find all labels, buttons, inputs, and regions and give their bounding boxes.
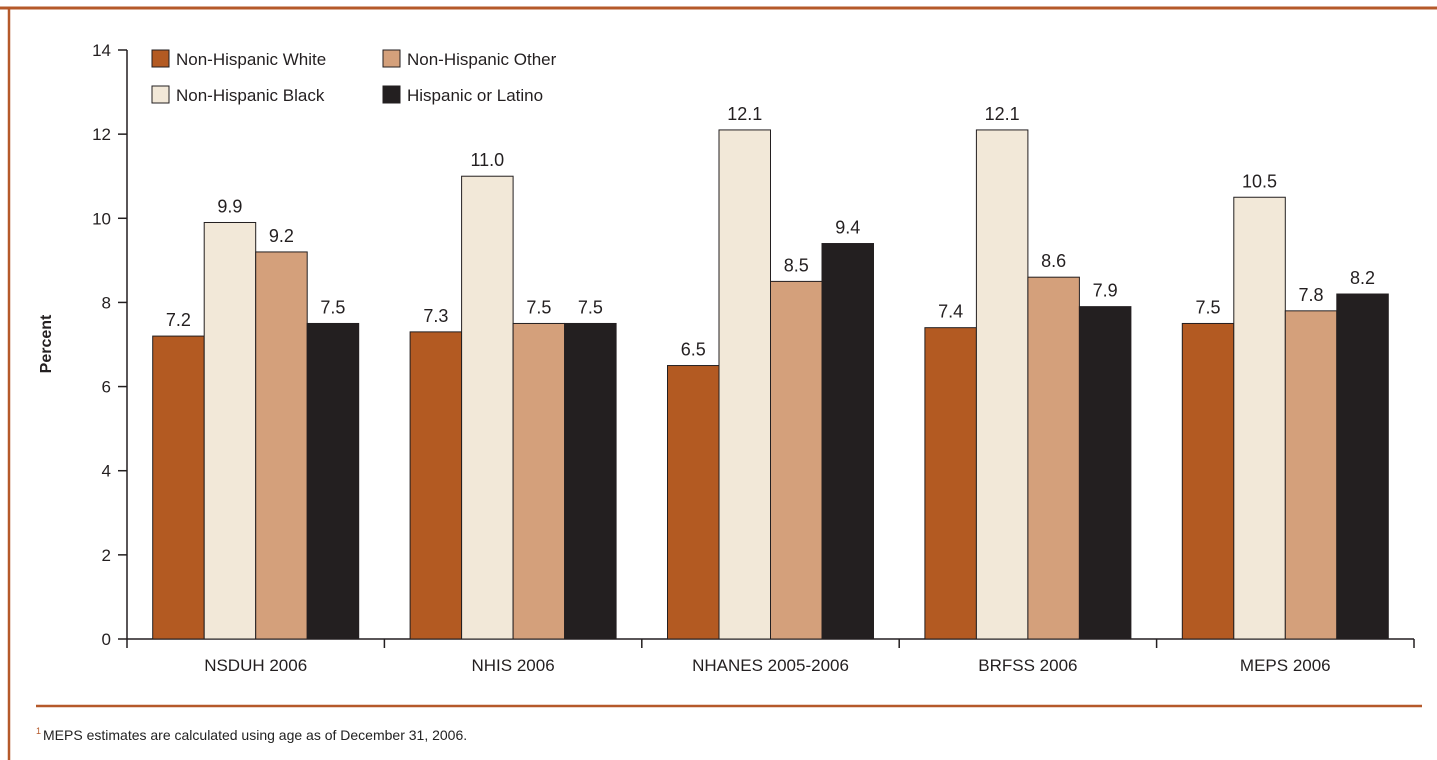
y-tick-label: 8 bbox=[102, 293, 111, 312]
bar bbox=[975, 129, 1029, 640]
bar-value-label: 7.4 bbox=[938, 302, 963, 322]
bar bbox=[306, 322, 360, 640]
bar-value-label: 7.5 bbox=[320, 297, 345, 317]
bar-value-label: 12.1 bbox=[727, 104, 762, 124]
bar-value-label: 7.9 bbox=[1093, 281, 1118, 301]
bar-value-label: 10.5 bbox=[1242, 171, 1277, 191]
bar bbox=[564, 322, 617, 640]
legend-swatch bbox=[382, 85, 401, 104]
bar bbox=[1181, 322, 1235, 640]
y-tick-label: 0 bbox=[102, 630, 111, 649]
bar bbox=[1233, 196, 1286, 640]
bar-value-label: 7.5 bbox=[526, 297, 551, 317]
legend-swatch bbox=[151, 85, 170, 104]
bar-value-label: 9.4 bbox=[835, 218, 860, 238]
bar bbox=[770, 280, 823, 640]
bar bbox=[409, 331, 463, 640]
bar-value-label: 12.1 bbox=[985, 104, 1020, 124]
legend-swatch bbox=[151, 49, 170, 68]
y-tick-label: 10 bbox=[92, 209, 111, 228]
x-category-label: MEPS 2006 bbox=[1240, 656, 1331, 675]
y-tick-label: 2 bbox=[102, 546, 111, 565]
y-tick-label: 4 bbox=[102, 462, 111, 481]
bar bbox=[667, 365, 720, 640]
bar-value-label: 9.2 bbox=[269, 226, 294, 246]
x-category-label: NSDUH 2006 bbox=[204, 656, 307, 675]
x-category-label: NHIS 2006 bbox=[472, 656, 555, 675]
bar bbox=[512, 322, 566, 640]
bar-value-label: 11.0 bbox=[470, 150, 504, 170]
bar bbox=[924, 327, 977, 640]
footnote: 1 MEPS estimates are calculated using age… bbox=[36, 726, 467, 743]
legend-label: Hispanic or Latino bbox=[407, 86, 543, 105]
bar-value-label: 8.5 bbox=[784, 255, 809, 275]
bar-value-label: 8.6 bbox=[1041, 251, 1066, 271]
legend-label: Non-Hispanic Black bbox=[176, 86, 325, 105]
bar bbox=[203, 221, 257, 640]
bar-value-label: 7.5 bbox=[1196, 297, 1221, 317]
footnote-marker: 1 bbox=[36, 726, 42, 736]
y-tick-label: 12 bbox=[92, 125, 111, 144]
x-category-label: NHANES 2005-2006 bbox=[692, 656, 849, 675]
bar bbox=[1078, 306, 1132, 640]
bar-value-label: 7.3 bbox=[423, 306, 448, 326]
bar bbox=[1336, 293, 1389, 640]
bar bbox=[718, 129, 771, 640]
x-category-label: BRFSS 2006 bbox=[978, 656, 1077, 675]
legend-swatch bbox=[382, 49, 401, 68]
legend-label: Non-Hispanic Other bbox=[407, 50, 557, 69]
bar bbox=[1284, 310, 1338, 640]
bar bbox=[255, 251, 308, 640]
bar-value-label: 7.5 bbox=[578, 297, 603, 317]
bar-value-label: 8.2 bbox=[1350, 268, 1375, 288]
bar bbox=[821, 243, 874, 640]
footnote-text: MEPS estimates are calculated using age … bbox=[43, 727, 468, 743]
bar-value-label: 9.9 bbox=[217, 196, 242, 216]
y-tick-label: 14 bbox=[92, 41, 111, 60]
bar-value-label: 7.8 bbox=[1299, 285, 1324, 305]
legend-label: Non-Hispanic White bbox=[176, 50, 326, 69]
bar-value-label: 7.2 bbox=[166, 310, 191, 330]
bar bbox=[152, 335, 205, 640]
y-tick-label: 6 bbox=[102, 378, 111, 397]
y-axis-title: Percent bbox=[38, 314, 55, 373]
bar bbox=[461, 175, 514, 640]
bar bbox=[1027, 276, 1080, 640]
bar-value-label: 6.5 bbox=[681, 340, 706, 360]
